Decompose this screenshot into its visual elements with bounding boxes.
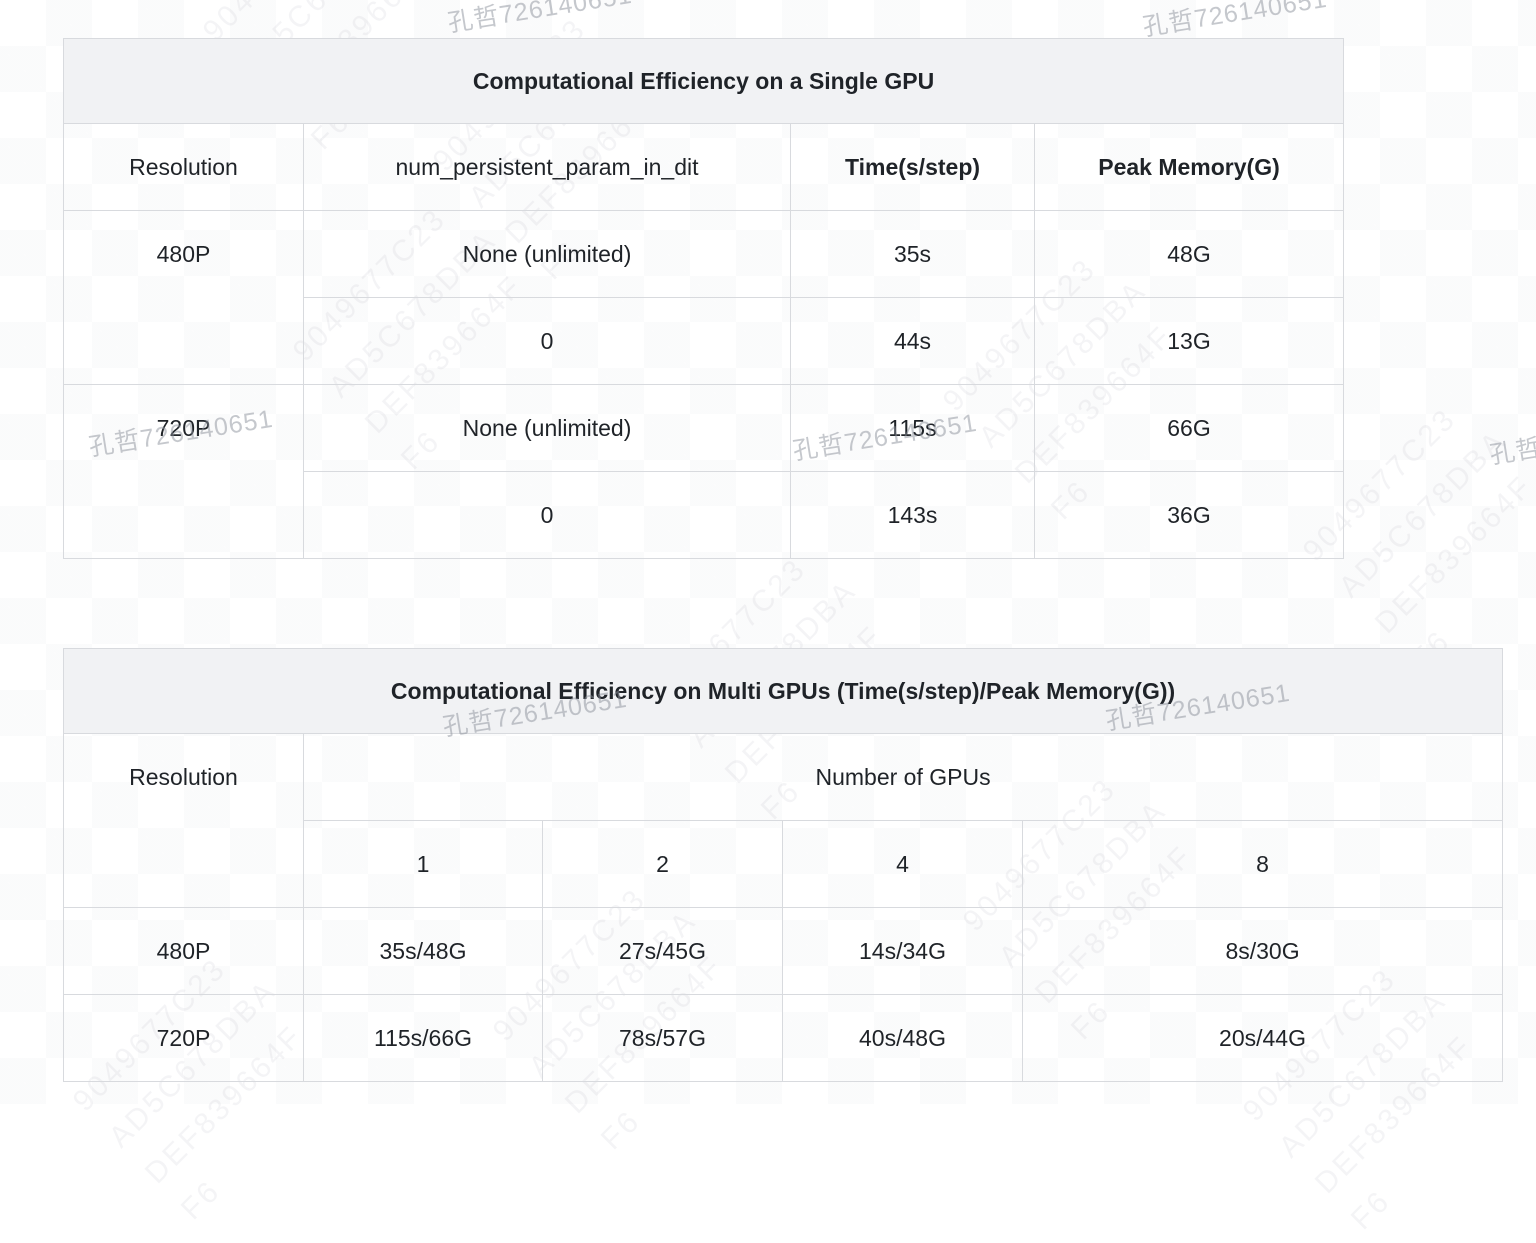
cell-value: 27s/45G [542, 907, 783, 995]
table-row: 480P None (unlimited) 35s 48G [63, 210, 1345, 385]
single-gpu-table: Computational Efficiency on a Single GPU… [62, 38, 1345, 559]
cell-memory: 66G [1033, 384, 1345, 472]
cell-value: 20s/44G [1021, 994, 1504, 1082]
column-header-time: Time(s/step) [790, 123, 1035, 211]
table-row: 720P 115s/66G 78s/57G 40s/48G 20s/44G [63, 994, 1504, 1082]
multi-gpu-table: Computational Efficiency on Multi GPUs (… [62, 648, 1504, 1082]
cell-value: 40s/48G [782, 994, 1023, 1082]
column-header-resolution: Resolution [63, 123, 304, 211]
cell-resolution: 480P [63, 907, 304, 995]
table-title-row: Computational Efficiency on Multi GPUs (… [62, 648, 1504, 734]
gpu-count-1: 1 [303, 820, 543, 908]
table-header-row: Resolution Number of GPUs [63, 733, 1504, 908]
cell-value: 78s/57G [542, 994, 783, 1082]
cell-param: 0 [303, 297, 791, 385]
table-row: 480P 35s/48G 27s/45G 14s/34G 8s/30G [63, 907, 1504, 995]
cell-resolution: 720P [63, 994, 304, 1082]
cell-memory: 48G [1033, 210, 1345, 298]
column-header-param: num_persistent_param_in_dit [303, 123, 791, 211]
gpu-count-8: 8 [1021, 820, 1504, 908]
cell-memory: 13G [1033, 297, 1345, 385]
table-header-row: Resolution num_persistent_param_in_dit T… [63, 123, 1345, 211]
cell-param: None (unlimited) [303, 210, 791, 298]
cell-time: 35s [790, 210, 1035, 298]
gpu-count-row: 1 2 4 8 [64, 820, 1504, 908]
cell-resolution: 720P [63, 384, 304, 559]
gpu-count-2: 2 [542, 820, 783, 908]
column-header-number-of-gpus: Number of GPUs [302, 733, 1504, 821]
cell-resolution: 480P [63, 210, 304, 385]
table-title-row: Computational Efficiency on a Single GPU [62, 38, 1345, 124]
table-row: 720P None (unlimited) 115s 66G [63, 384, 1345, 559]
multi-gpu-table-title: Computational Efficiency on Multi GPUs (… [62, 648, 1504, 734]
cell-value: 14s/34G [782, 907, 1023, 995]
column-header-memory: Peak Memory(G) [1033, 123, 1345, 211]
cell-value: 8s/30G [1021, 907, 1504, 995]
column-header-resolution: Resolution [63, 733, 304, 908]
table-row: 0 143s 36G [64, 471, 1345, 559]
cell-value: 115s/66G [303, 994, 543, 1082]
cell-time: 143s [790, 471, 1035, 559]
cell-value: 35s/48G [303, 907, 543, 995]
table-row: 0 44s 13G [64, 297, 1345, 385]
cell-param: 0 [303, 471, 791, 559]
cell-memory: 36G [1033, 471, 1345, 559]
single-gpu-table-title: Computational Efficiency on a Single GPU [62, 38, 1345, 124]
cell-param: None (unlimited) [303, 384, 791, 472]
gpu-count-4: 4 [782, 820, 1023, 908]
cell-time: 44s [790, 297, 1035, 385]
